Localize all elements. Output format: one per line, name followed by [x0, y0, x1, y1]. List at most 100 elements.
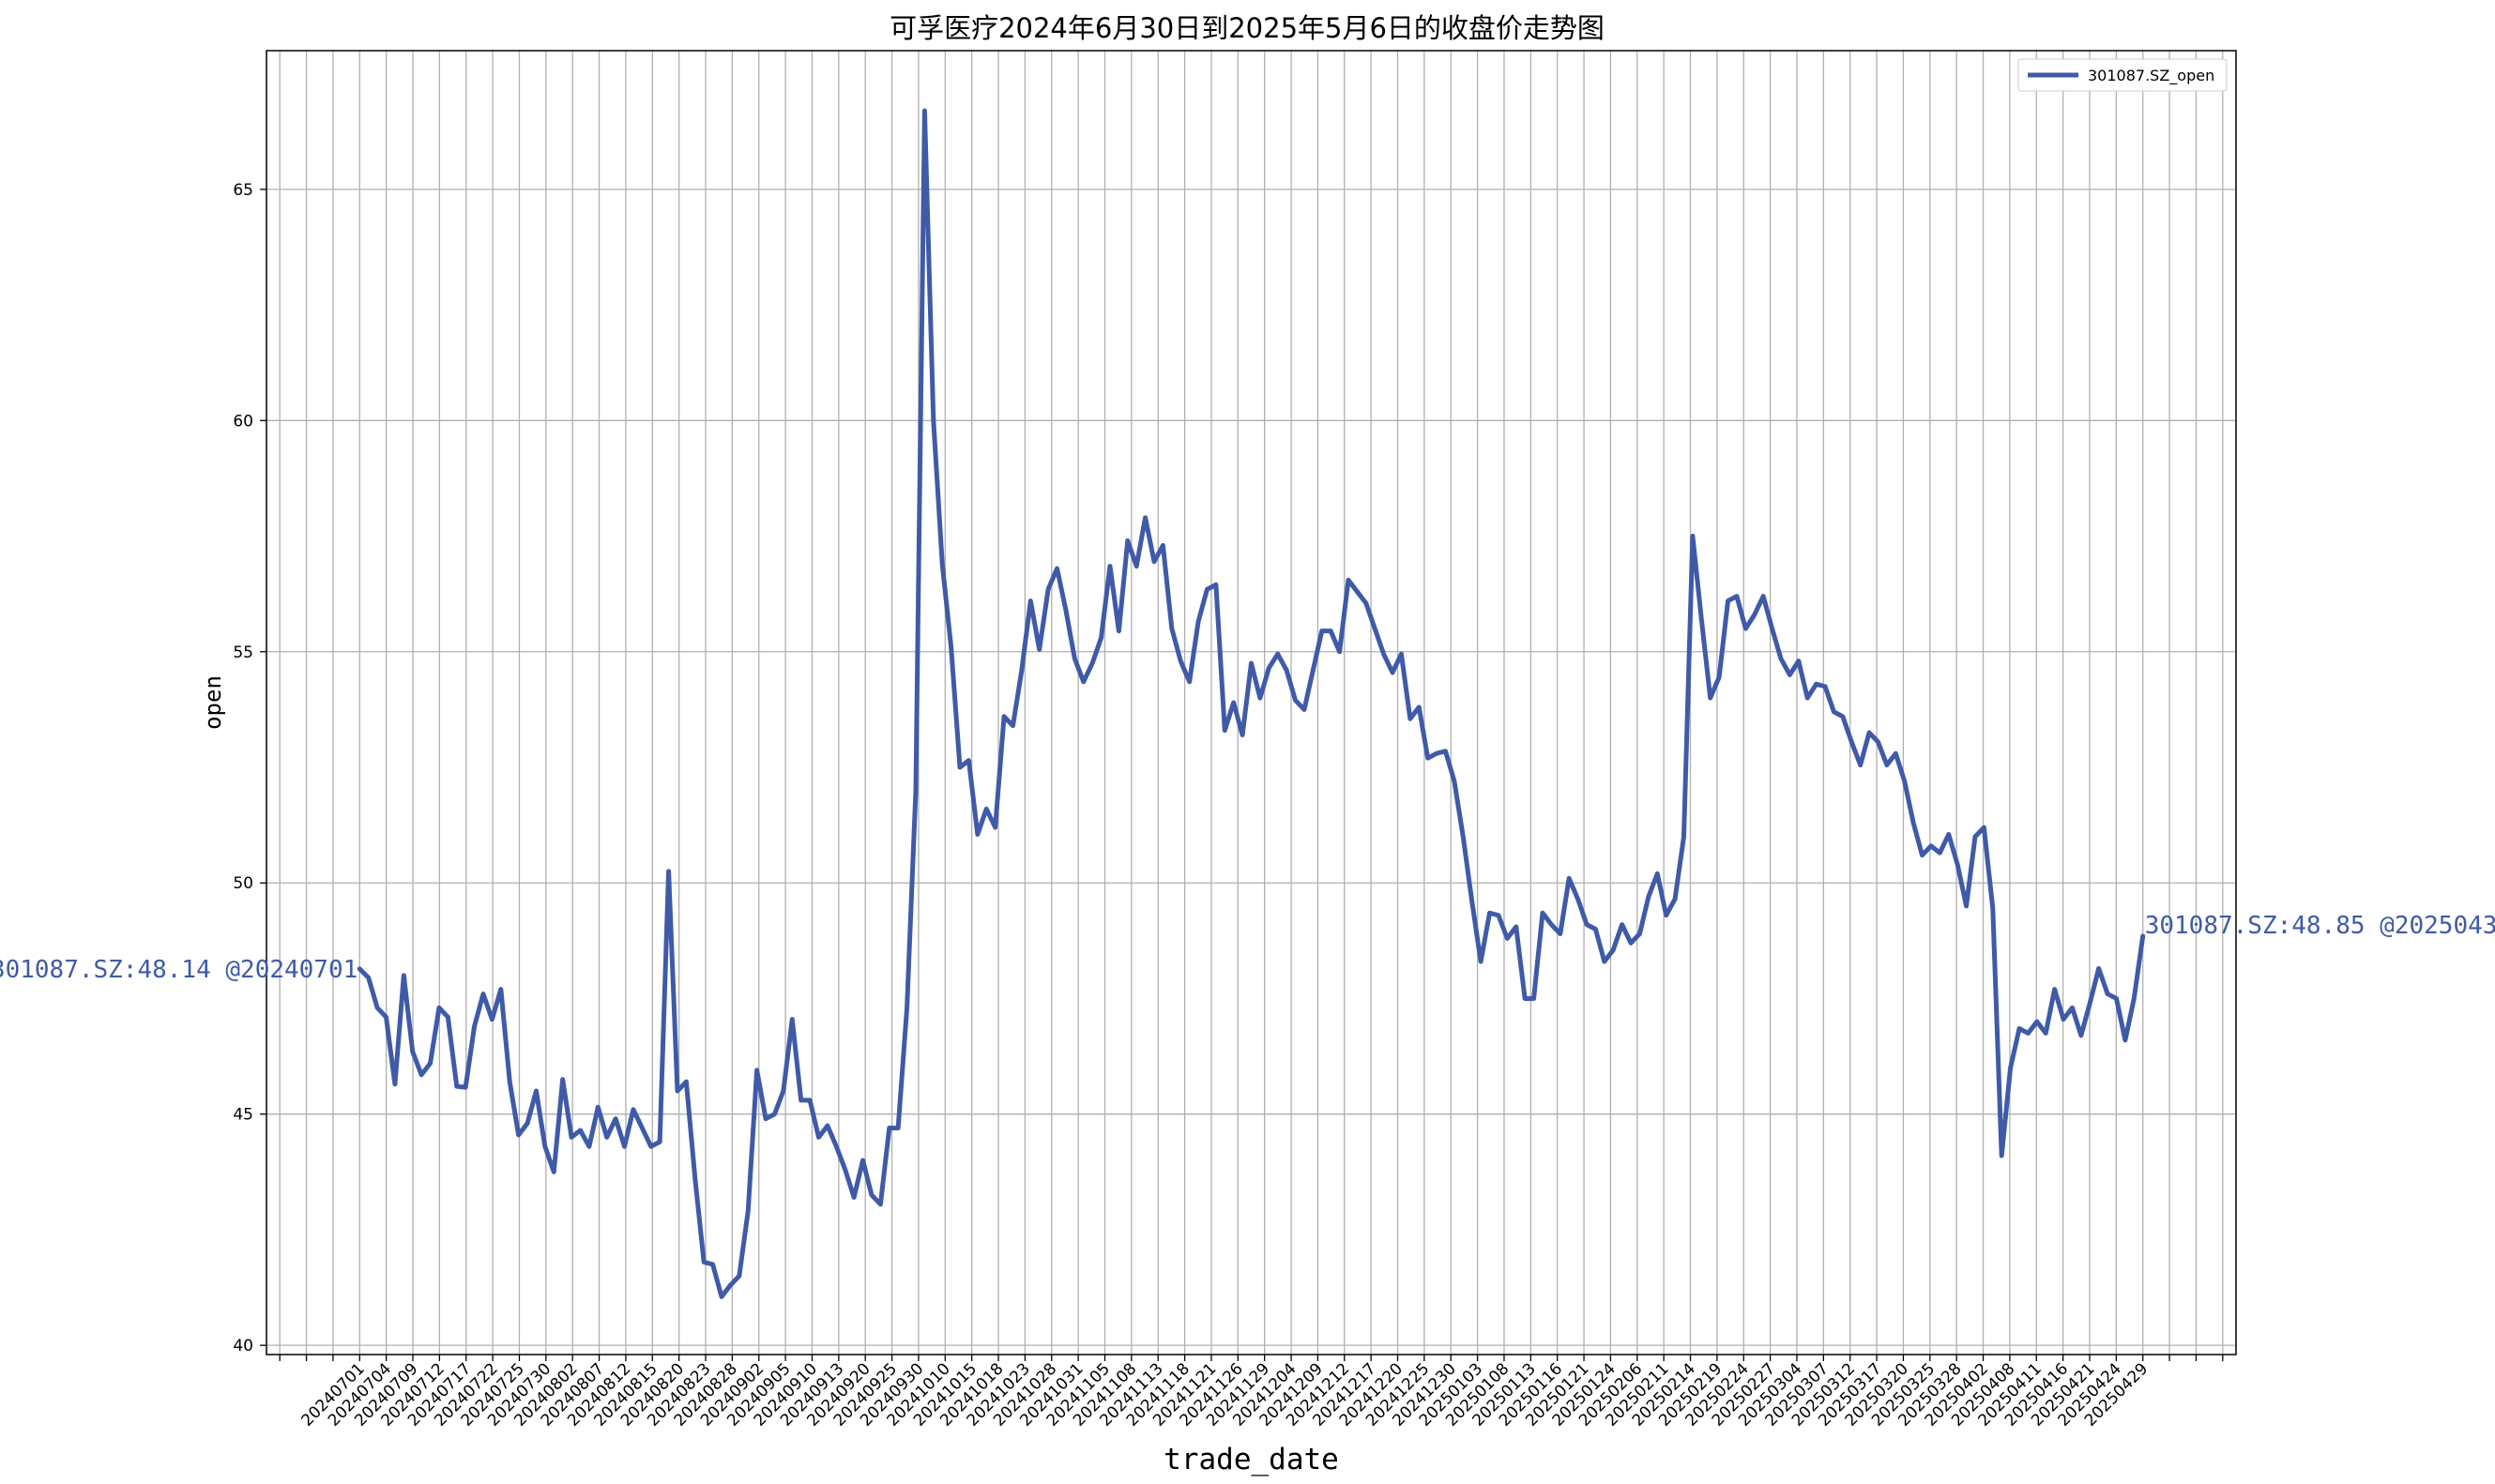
data-point — [586, 1144, 591, 1149]
end-annotation: 301087.SZ:48.85 @20250430 — [2145, 912, 2495, 940]
data-point — [1028, 598, 1033, 603]
data-point — [2088, 1001, 2092, 1006]
data-point — [1461, 834, 1466, 839]
data-point — [2106, 992, 2110, 996]
data-point — [560, 1077, 565, 1082]
data-point — [2017, 1026, 2022, 1031]
data-point — [622, 1144, 627, 1149]
data-point — [1161, 543, 1165, 548]
data-point — [578, 1128, 583, 1132]
data-point — [1391, 670, 1395, 674]
data-point — [887, 1126, 891, 1130]
data-point — [392, 1082, 397, 1086]
data-point — [2122, 1037, 2127, 1042]
data-point — [2132, 996, 2137, 1001]
data-point — [1726, 598, 1730, 603]
data-point — [1117, 628, 1121, 633]
data-point — [1487, 911, 1492, 916]
data-point — [1496, 913, 1500, 917]
data-point — [384, 1015, 388, 1020]
data-point — [454, 1084, 459, 1089]
data-point — [1099, 635, 1103, 640]
data-point — [1293, 698, 1298, 703]
legend-box — [2017, 58, 2228, 92]
data-point — [808, 1098, 813, 1102]
data-point — [675, 1089, 679, 1094]
data-point — [1832, 709, 1836, 714]
x-axis-label: trade_date — [1164, 1443, 1339, 1476]
y-axis-label: open — [200, 675, 226, 730]
data-point — [1407, 717, 1412, 721]
data-point — [1037, 647, 1042, 652]
data-point — [1373, 627, 1377, 631]
data-point — [666, 869, 671, 873]
data-point — [1469, 899, 1474, 903]
data-point — [746, 1209, 751, 1214]
data-point — [1734, 594, 1739, 598]
data-point — [1585, 922, 1590, 927]
data-point — [931, 418, 936, 423]
y-tick-label: 45 — [233, 1106, 253, 1125]
data-point — [552, 1170, 556, 1174]
data-point — [428, 1061, 433, 1066]
data-point — [2044, 1031, 2048, 1036]
data-point — [825, 1124, 829, 1128]
data-point — [1363, 601, 1368, 606]
data-point — [1664, 913, 1668, 917]
data-point — [1505, 936, 1510, 941]
data-point — [2078, 1033, 2083, 1037]
data-point — [1081, 679, 1086, 684]
data-point — [1275, 652, 1280, 657]
data-point — [1196, 619, 1201, 624]
data-point — [1063, 608, 1068, 613]
data-point — [1514, 925, 1518, 930]
data-point — [1796, 659, 1801, 663]
data-point — [1902, 779, 1907, 783]
data-point — [878, 1202, 883, 1206]
data-point — [1602, 960, 1606, 964]
data-point — [1982, 825, 1986, 830]
data-point — [1593, 927, 1598, 931]
data-point — [958, 765, 963, 770]
data-point — [1717, 674, 1722, 679]
data-point — [1690, 534, 1695, 538]
data-point — [490, 1017, 494, 1022]
data-point — [480, 992, 485, 996]
data-point — [1699, 617, 1704, 622]
data-point — [754, 1068, 759, 1072]
data-point — [1567, 876, 1572, 881]
data-point — [1938, 851, 1942, 856]
data-point — [1788, 673, 1792, 677]
data-point — [419, 1072, 424, 1077]
data-point — [525, 1121, 530, 1126]
y-tick-label: 40 — [233, 1337, 253, 1355]
data-point — [375, 1006, 380, 1010]
data-point — [402, 973, 406, 977]
data-point — [640, 1126, 645, 1130]
data-point — [1575, 897, 1580, 901]
data-point — [2140, 933, 2145, 938]
data-point — [1778, 657, 1783, 661]
data-point — [781, 1089, 785, 1094]
data-point — [1329, 628, 1333, 633]
data-point — [1125, 538, 1130, 543]
plot-frame — [266, 50, 2237, 1355]
data-point — [1435, 751, 1439, 756]
data-point — [1620, 922, 1624, 927]
data-point — [1443, 749, 1448, 753]
data-point — [1531, 996, 1536, 1001]
data-point — [1143, 515, 1148, 520]
data-point — [764, 1116, 768, 1121]
data-point — [1876, 739, 1880, 744]
data-point — [1213, 583, 1218, 587]
data-point — [596, 1105, 601, 1110]
data-point — [604, 1135, 609, 1140]
data-point — [1179, 659, 1183, 663]
data-point — [1655, 871, 1660, 876]
data-point — [799, 1098, 803, 1102]
data-point — [1046, 587, 1051, 592]
data-point — [358, 966, 362, 971]
data-point — [1257, 696, 1262, 701]
data-point — [922, 109, 927, 114]
